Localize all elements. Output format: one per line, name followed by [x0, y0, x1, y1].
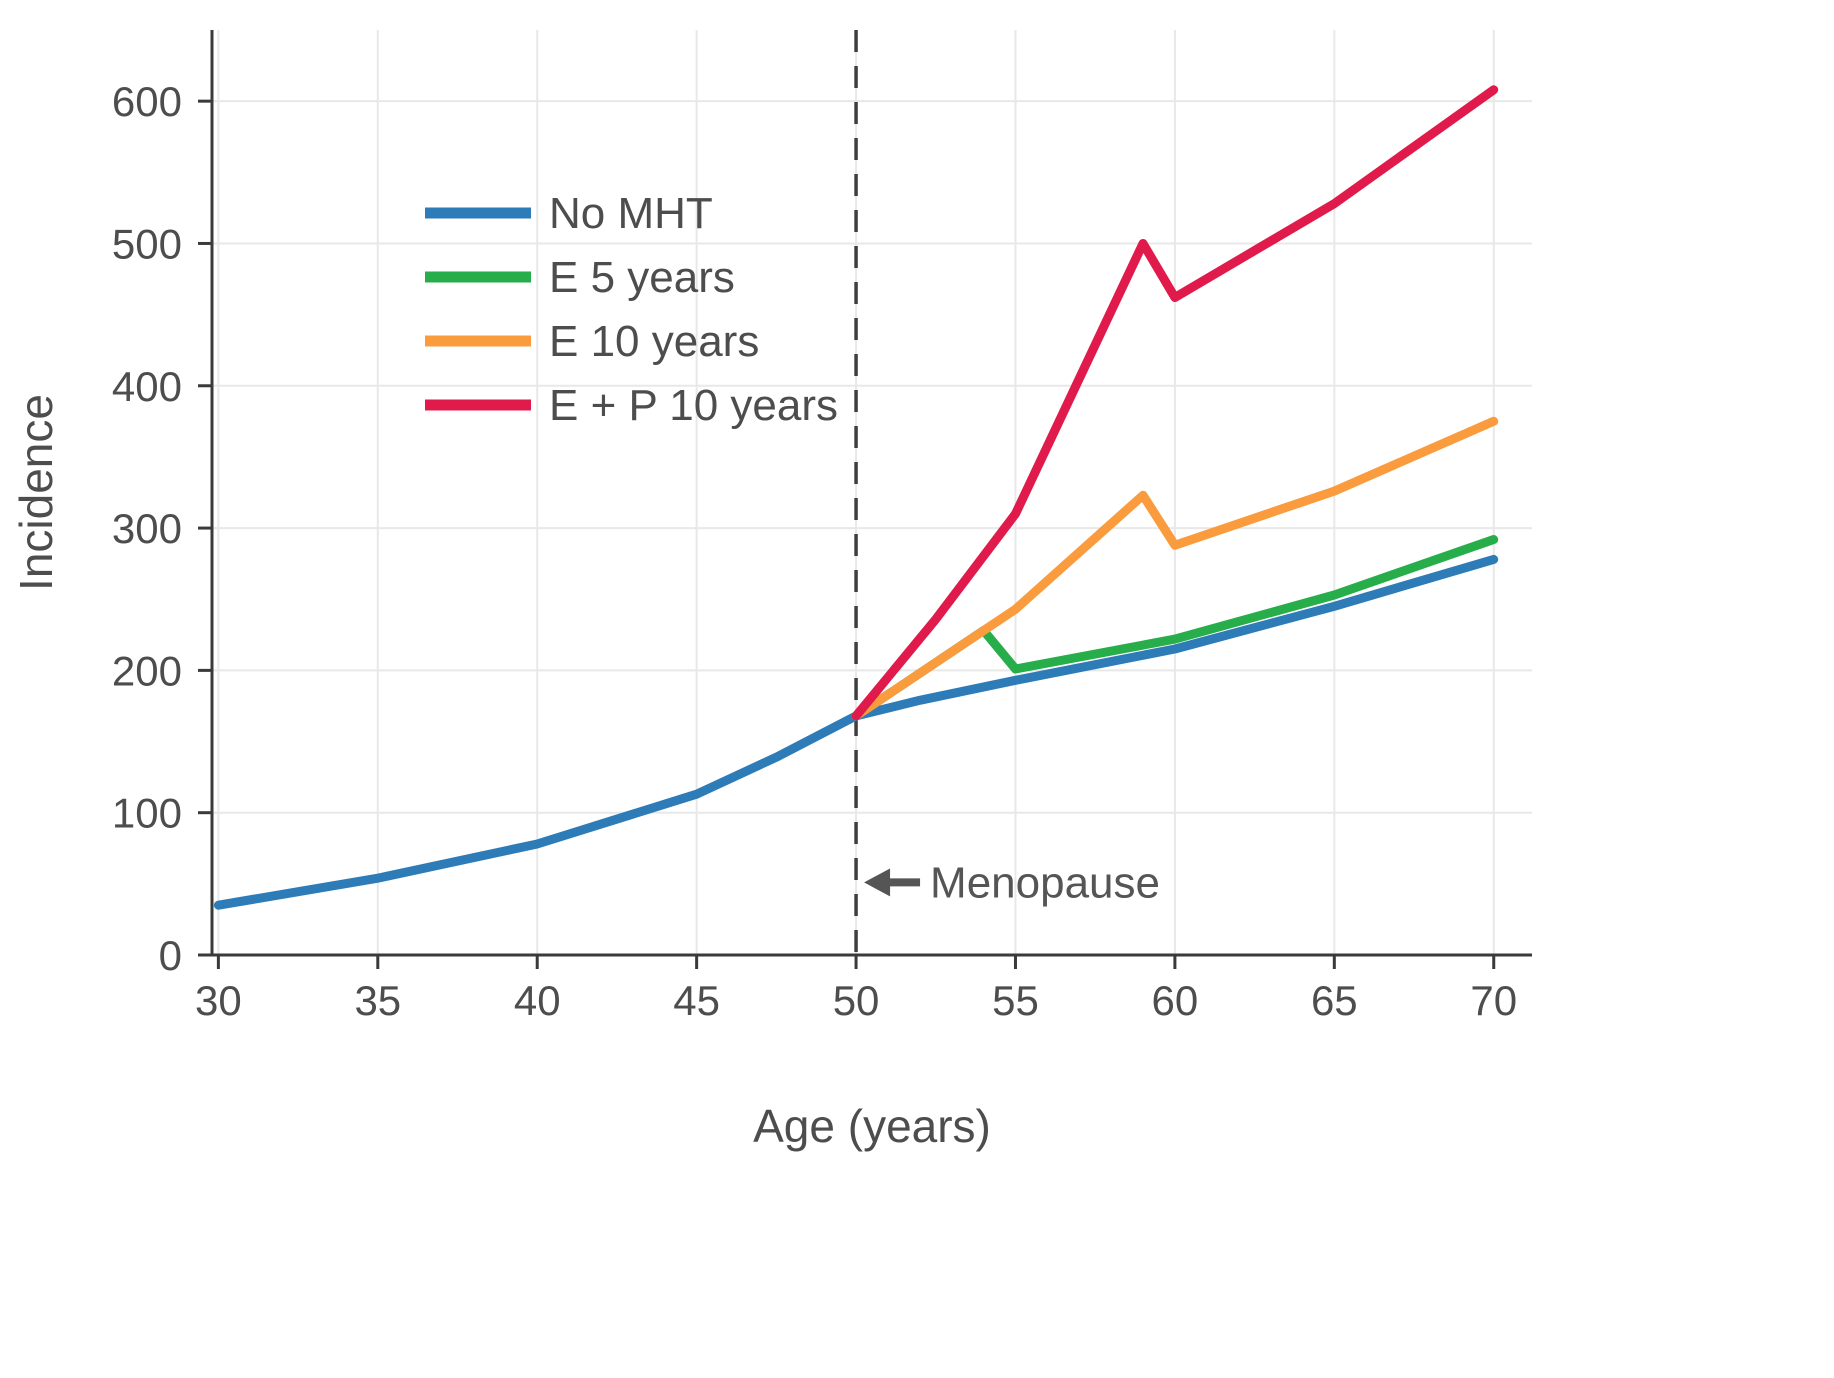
- legend-label-e-10-years: E 10 years: [549, 317, 759, 366]
- x-tick-label-40: 40: [514, 977, 561, 1024]
- y-tick-label-600: 600: [112, 78, 182, 125]
- x-tick-label-55: 55: [992, 977, 1039, 1024]
- x-tick-label-35: 35: [354, 977, 401, 1024]
- y-tick-label-300: 300: [112, 505, 182, 552]
- x-axis-title: Age (years): [753, 1100, 991, 1152]
- x-tick-label-70: 70: [1470, 977, 1517, 1024]
- series-line-e-p-10-years: [851, 85, 1499, 721]
- y-tick-label-100: 100: [112, 790, 182, 837]
- x-tick-label-50: 50: [833, 977, 880, 1024]
- y-tick-label-200: 200: [112, 647, 182, 694]
- y-tick-label-400: 400: [112, 363, 182, 410]
- legend-label-no-mht: No MHT: [549, 189, 713, 238]
- x-tick-label-60: 60: [1152, 977, 1199, 1024]
- series-line-e-10-years: [851, 416, 1499, 721]
- menopause-arrowhead-icon: [864, 868, 891, 897]
- x-tick-label-30: 30: [195, 977, 242, 1024]
- legend-label-e-p-10-years: E + P 10 years: [549, 381, 838, 430]
- x-tick-label-65: 65: [1311, 977, 1358, 1024]
- legend-label-e-5-years: E 5 years: [549, 253, 735, 302]
- y-tick-label-0: 0: [159, 932, 182, 979]
- y-tick-label-500: 500: [112, 220, 182, 267]
- y-axis-title: Incidence: [10, 394, 62, 591]
- x-tick-label-45: 45: [673, 977, 720, 1024]
- menopause-label: Menopause: [930, 858, 1160, 907]
